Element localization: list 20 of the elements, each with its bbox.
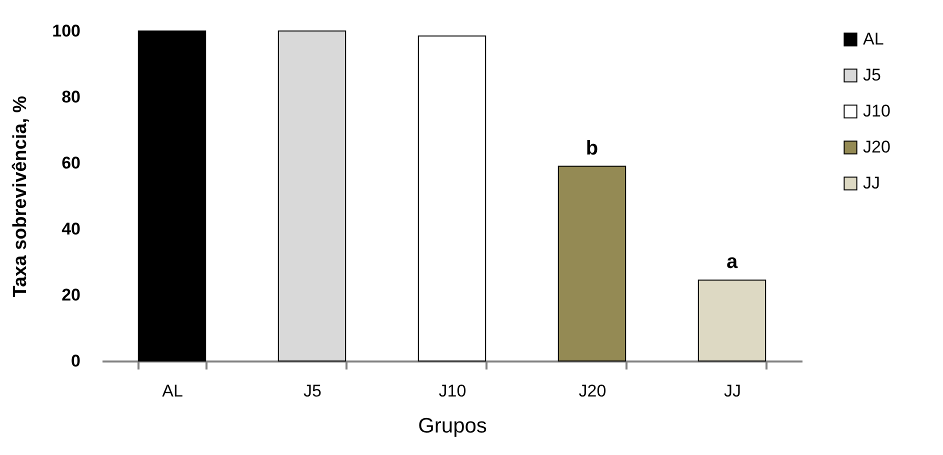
legend-label: J20 bbox=[863, 138, 890, 156]
x-tick-label: J10 bbox=[438, 382, 466, 400]
x-axis-title: Grupos bbox=[418, 414, 487, 438]
x-tick-label: J5 bbox=[304, 382, 322, 400]
y-tick-label: 80 bbox=[62, 88, 80, 106]
y-tick-label: 100 bbox=[52, 22, 80, 40]
y-tick-label: 60 bbox=[62, 154, 80, 172]
legend-label: JJ bbox=[863, 174, 880, 192]
legend-label: J5 bbox=[863, 66, 881, 84]
annotation: a bbox=[726, 251, 738, 274]
y-axis-title: Taxa sobrevivência, % bbox=[10, 96, 32, 298]
annotation: b bbox=[586, 137, 598, 160]
legend-label: AL bbox=[863, 30, 884, 48]
legend-label: J10 bbox=[863, 102, 890, 120]
y-tick-label: 40 bbox=[62, 220, 80, 238]
x-tick-label: JJ bbox=[724, 382, 741, 400]
x-tick-label: J20 bbox=[578, 382, 606, 400]
y-tick-label: 0 bbox=[71, 352, 80, 370]
x-tick-label: AL bbox=[162, 382, 183, 400]
y-tick-label: 20 bbox=[62, 286, 80, 304]
